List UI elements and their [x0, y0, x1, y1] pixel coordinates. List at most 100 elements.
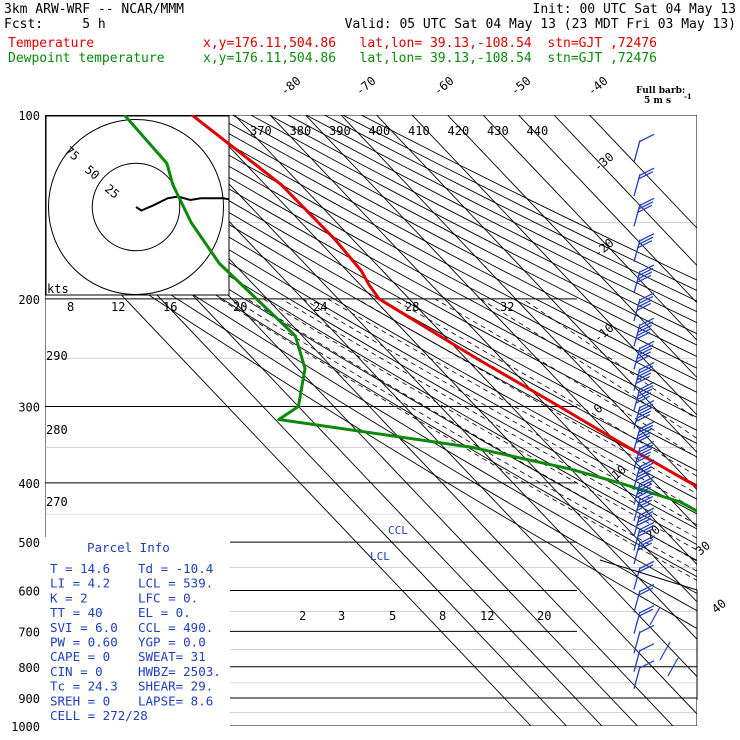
wind-barb-staff — [633, 204, 641, 227]
wind-barb — [633, 440, 655, 470]
thetae-label: 12 — [111, 300, 125, 314]
wind-barb-flag — [637, 428, 653, 437]
isotherm-label: -20 — [591, 236, 617, 261]
wind-barb-flag — [637, 271, 653, 280]
wind-barb-staff — [633, 590, 641, 613]
wind-barb-flag — [639, 167, 655, 176]
temperature-station-info: x,y=176.11,504.86 lat,lon= 39.13,-108.54… — [203, 36, 657, 51]
wind-barb-flag — [639, 233, 655, 242]
dry-adiabat-line — [287, 115, 697, 324]
wind-barb-flag — [636, 502, 652, 512]
pressure-tick-label: 900 — [18, 692, 40, 706]
theta-side-label: 290 — [46, 349, 68, 363]
pressure-tick-label: 500 — [18, 536, 40, 550]
wind-barb-flag — [638, 385, 654, 394]
isotherm-line — [553, 115, 697, 267]
theta-label: 390 — [329, 124, 351, 138]
wind-barb-flag — [639, 459, 655, 468]
pressure-tick-label: 800 — [18, 661, 40, 675]
wind-barb-staff — [659, 641, 671, 661]
wind-barb — [633, 624, 655, 654]
isotherm-label: -30 — [591, 150, 617, 175]
wind-barb-staff — [633, 174, 641, 197]
thetae-label: 24 — [313, 300, 327, 314]
pressure-tick-label: 400 — [18, 477, 40, 491]
wind-barb-flag — [638, 295, 654, 305]
pressure-tick-label: 200 — [18, 293, 40, 307]
theta-label: 440 — [527, 124, 549, 138]
wind-barb-flag — [635, 375, 651, 385]
wind-barb-flag — [639, 605, 655, 614]
isotherm-line — [234, 115, 697, 603]
parcel-info-row-left: LI = 4.2 — [50, 576, 110, 591]
parcel-info-row-right: HWBZ= 2503. — [138, 664, 221, 679]
dry-adiabat-line — [45, 135, 697, 515]
parcel-info-row-right: LFC = 0. — [138, 590, 198, 605]
isotherm-line — [163, 115, 697, 678]
pressure-tick-label: 700 — [18, 625, 40, 639]
dewpoint-profile — [123, 115, 697, 513]
wind-barb — [633, 361, 655, 391]
wind-barb-flag — [636, 351, 652, 360]
wind-barb-staff — [667, 657, 679, 677]
parcel-info-row-right: CCL = 490. — [138, 620, 213, 635]
isotherm-label: 30 — [693, 538, 713, 558]
isotherm-label: -10 — [591, 321, 617, 346]
wind-barb-staff — [633, 631, 641, 654]
wind-barb-flag — [639, 421, 655, 430]
wind-barb-flag — [639, 361, 655, 371]
wind-barb-flag — [637, 240, 653, 249]
wind-barb-staff — [633, 140, 641, 163]
wind-barb-flag — [638, 525, 654, 534]
moist-adiabat-line — [281, 298, 697, 539]
wind-barb-flag — [637, 499, 653, 508]
wind-barb-flag — [635, 395, 651, 404]
valid-time: Valid: 05 UTC Sat 04 May 13 (23 MDT Fri … — [344, 17, 736, 32]
wind-barb-flag — [638, 236, 654, 245]
wind-barb-flag — [636, 518, 652, 527]
wind-barb — [633, 197, 655, 227]
parcel-info-row-left: K = 2 — [50, 590, 88, 605]
dry-adiabat-line — [45, 159, 697, 546]
wind-barb-flag — [637, 299, 653, 308]
wind-barb — [633, 605, 655, 634]
isotherm-line — [305, 115, 697, 528]
wind-barb-flag — [639, 476, 655, 485]
parcel-info-row-left: CAPE = 0 — [50, 649, 110, 664]
mixing-ratio-label: 5 — [389, 609, 396, 623]
dry-adiabat-line — [121, 115, 697, 431]
wind-barb — [633, 507, 655, 537]
wind-barb-flag — [635, 413, 651, 423]
thetae-label: 28 — [405, 300, 419, 314]
dry-adiabat-line — [45, 211, 697, 612]
wind-barb-flag — [638, 538, 654, 548]
theta-label: 380 — [290, 124, 312, 138]
wind-barb-column — [633, 133, 655, 689]
wind-barb — [633, 660, 655, 689]
parcel-info-row-right: EL = 0. — [138, 605, 191, 620]
wind-barb-flag — [639, 624, 655, 633]
moist-adiabat-line — [522, 298, 697, 420]
wind-barb-flag — [638, 495, 654, 505]
barb-key-line1: Full barb: — [636, 86, 685, 96]
model-title: 3km ARW-WRF -- NCAR/MMM — [4, 2, 185, 17]
moist-adiabat-line — [434, 298, 697, 459]
wind-barb — [633, 476, 655, 506]
parcel-info-row-left: PW = 0.60 — [50, 635, 118, 650]
isotherm-line — [269, 115, 697, 566]
wind-barb-staff — [633, 541, 641, 565]
wind-barb-flag — [638, 424, 654, 433]
wind-barb — [633, 292, 655, 322]
wind-barb-staff — [633, 611, 641, 634]
parcel-info-title: Parcel Info — [87, 540, 170, 555]
wind-barb-flag — [636, 469, 652, 478]
dry-adiabat-line — [45, 147, 697, 530]
parcel-info-row-right: LCL = 539. — [138, 576, 213, 591]
mixing-ratio-label: 2 — [299, 609, 306, 623]
wind-barb-staff — [633, 567, 641, 590]
parcel-info-row-right: YGP = 0.0 — [138, 635, 206, 650]
level-markers: CCL LCL — [370, 524, 408, 563]
wind-barb-flag — [639, 535, 655, 544]
wind-barb-flag — [637, 483, 653, 492]
